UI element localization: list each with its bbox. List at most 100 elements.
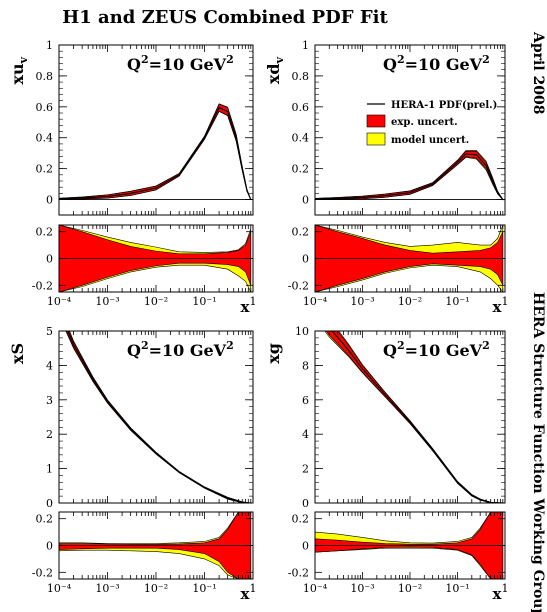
central-line-xg (331, 331, 503, 503)
legend-exp-label: exp. uncert. (391, 117, 458, 128)
q2-label-xuv: Q2=10 GeV2 (127, 53, 234, 74)
q2-label-xg: Q2=10 GeV2 (383, 339, 490, 360)
x-tick-label-xg: 10⁻² (398, 582, 422, 595)
legend-central-label: HERA-1 PDF(prel.) (391, 100, 497, 111)
q2-rest: =10 GeV (149, 55, 227, 74)
q2-rest: =10 GeV (405, 341, 483, 360)
y-tick-label-xuv: 0 (46, 194, 53, 207)
x-tick-label-xuv: 10⁻⁴ (47, 295, 72, 308)
x-tick-label-xg: 1 (502, 582, 509, 595)
x-axis-label-xg: x (493, 585, 503, 603)
y-tick-label-xg: 4 (302, 428, 309, 441)
x-tick-label-xg: 10⁻³ (350, 582, 374, 595)
y-tick-label-xS: 0 (46, 497, 53, 510)
y-tick-label-xg: 10 (295, 325, 309, 338)
y-tick-label-xdv: 0.2 (292, 163, 310, 176)
x-tick-label-xdv: 1 (502, 295, 509, 308)
q2-sup: 2 (141, 339, 149, 352)
legend-model-label: model uncert. (391, 135, 469, 146)
ratio-y-tick-label-xg: 0.2 (292, 513, 310, 526)
x-tick-label-xdv: 10⁻¹ (445, 295, 469, 308)
ratio-y-tick-label-xuv: 0.2 (36, 226, 54, 239)
y-tick-label-xg: 6 (302, 394, 309, 407)
x-tick-label-xdv: 10⁻⁴ (303, 295, 328, 308)
ratio-y-tick-label-xg: 0 (302, 540, 309, 553)
y-tick-label-xuv: 0.8 (36, 70, 54, 83)
x-axis-label-xuv: x (241, 298, 251, 316)
x-tick-label-xg: 10⁻⁴ (303, 582, 328, 595)
x-tick-label-xS: 1 (250, 582, 257, 595)
y-tick-label-xg: 0 (302, 497, 309, 510)
y-tick-label-xS: 4 (46, 359, 53, 372)
figure-title: H1 and ZEUS Combined PDF Fit (62, 7, 388, 28)
x-tick-label-xdv: 10⁻³ (350, 295, 374, 308)
ratio-y-tick-label-xS: -0.2 (32, 566, 53, 579)
model-band-xS (65, 331, 252, 503)
exp-band-xg (325, 331, 503, 503)
y-tick-label-xdv: 0 (302, 194, 309, 207)
x-axis-label-xS: x (241, 585, 251, 603)
y-tick-label-xg: 8 (302, 359, 309, 372)
q2-label-xdv: Q2=10 GeV2 (383, 53, 490, 74)
ratio-y-tick-label-xS: 0.2 (36, 513, 54, 526)
x-tick-label-xuv: 10⁻³ (95, 295, 119, 308)
model-band-xg (324, 331, 503, 503)
y-tick-label-xS: 2 (46, 428, 53, 441)
q2-rest: =10 GeV (149, 341, 227, 360)
q2-label-xS: Q2=10 GeV2 (127, 339, 234, 360)
q2-sup2: 2 (226, 339, 234, 352)
q2-rest: =10 GeV (405, 55, 483, 74)
panels-group: 00.20.40.60.810.20-0.210⁻⁴ 10⁻³ 10⁻² 10⁻¹ 1x… (8, 39, 509, 603)
panel-xdv: 00.20.40.60.810.20-0.210⁻⁴ 10⁻³ 10⁻² 10⁻¹ 1x… (264, 39, 509, 316)
q2-sup: 2 (397, 53, 405, 66)
exp-band-xS (65, 331, 252, 503)
panel-xg: 0 2 4 6 8 10 0.2 0 -0.2 10⁻⁴ 10⁻³ 10⁻² 10⁻¹ 1x xg Q2=10… (264, 325, 509, 603)
y-axis-label-xS: xS (8, 343, 27, 364)
model-band-xuv (59, 103, 252, 200)
x-tick-label-xS: 10⁻³ (95, 582, 119, 595)
x-tick-label-xuv: 10⁻¹ (192, 295, 216, 308)
y-tick-label-xuv: 0.2 (36, 163, 54, 176)
y-tick-label-xS: 3 (46, 394, 53, 407)
x-tick-label-xS: 10⁻¹ (192, 582, 216, 595)
y-axis-label-xuv: xuv (8, 56, 30, 84)
y-tick-label-xuv: 0.6 (36, 101, 54, 114)
q2-sup2: 2 (226, 53, 234, 66)
x-axis-label-xdv: x (493, 298, 503, 316)
x-tick-label-xuv: 10⁻² (144, 295, 168, 308)
y-axis-label-xdv: xdv (264, 56, 286, 84)
exp-band-xuv (59, 103, 252, 200)
y-tick-label-xdv: 0.4 (292, 132, 310, 145)
x-tick-label-xS: 10⁻⁴ (47, 582, 72, 595)
central-line-xuv (59, 106, 252, 200)
ratio-y-tick-label-xS: 0 (46, 540, 53, 553)
side-group: HERA Structure Function Working Group (530, 292, 546, 612)
y-tick-label-xdv: 0.6 (292, 101, 310, 114)
ratio-y-tick-label-xdv: -0.2 (288, 279, 309, 292)
q2-sup: 2 (397, 339, 405, 352)
ratio-y-tick-label-xg: -0.2 (288, 566, 309, 579)
x-tick-label-xS: 10⁻² (144, 582, 168, 595)
x-tick-label-xuv: 1 (250, 295, 257, 308)
central-line-xdv (315, 153, 504, 200)
y-axis-label-xg: xg (264, 343, 283, 364)
y-tick-label-xuv: 0.4 (36, 132, 54, 145)
y-tick-label-xdv: 1 (302, 39, 309, 52)
y-axis-label-sub-xdv: v (273, 56, 286, 64)
q2-sup: 2 (141, 53, 149, 66)
x-tick-label-xdv: 10⁻² (398, 295, 422, 308)
central-line-xS (67, 331, 251, 503)
panel-xuv: 00.20.40.60.810.20-0.210⁻⁴ 10⁻³ 10⁻² 10⁻¹ 1x… (8, 39, 257, 316)
y-tick-label-xS: 5 (46, 325, 53, 338)
q2-sup2: 2 (482, 339, 490, 352)
ratio-y-tick-label-xuv: -0.2 (32, 279, 53, 292)
q2-sup2: 2 (482, 53, 490, 66)
legend-model-swatch (366, 132, 386, 146)
legend-exp-swatch (366, 114, 386, 128)
x-tick-label-xg: 10⁻¹ (445, 582, 469, 595)
legend: HERA-1 PDF(prel.) exp. uncert. model uncer… (366, 100, 497, 146)
ratio-y-tick-label-xdv: 0.2 (292, 226, 310, 239)
y-tick-label-xS: 1 (46, 463, 53, 476)
